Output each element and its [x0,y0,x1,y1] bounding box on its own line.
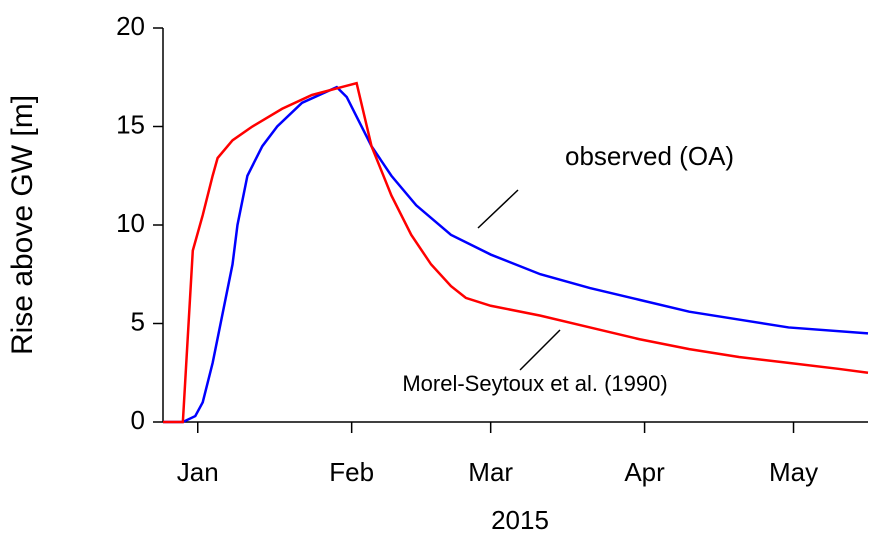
x-tick-label: Jan [177,457,219,487]
y-tick-label: 0 [131,405,145,435]
leader-line [477,189,519,229]
series-line [163,85,869,424]
y-tick-label: 5 [131,306,145,336]
x-tick-label: Feb [329,457,374,487]
x-tick-label: May [769,457,818,487]
y-tick-label: 20 [116,11,145,41]
annotation: observed (OA) [565,141,734,171]
leader-line [519,329,561,371]
annotation: Morel-Seytoux et al. (1990) [402,371,667,396]
y-axis-label: Rise above GW [m] [6,95,39,355]
y-tick-label: 10 [116,208,145,238]
x-tick-label: Mar [468,457,513,487]
x-tick-label: Apr [624,457,665,487]
x-axis-label: 2015 [491,505,549,535]
y-tick-label: 15 [116,109,145,139]
series-line [163,81,869,424]
